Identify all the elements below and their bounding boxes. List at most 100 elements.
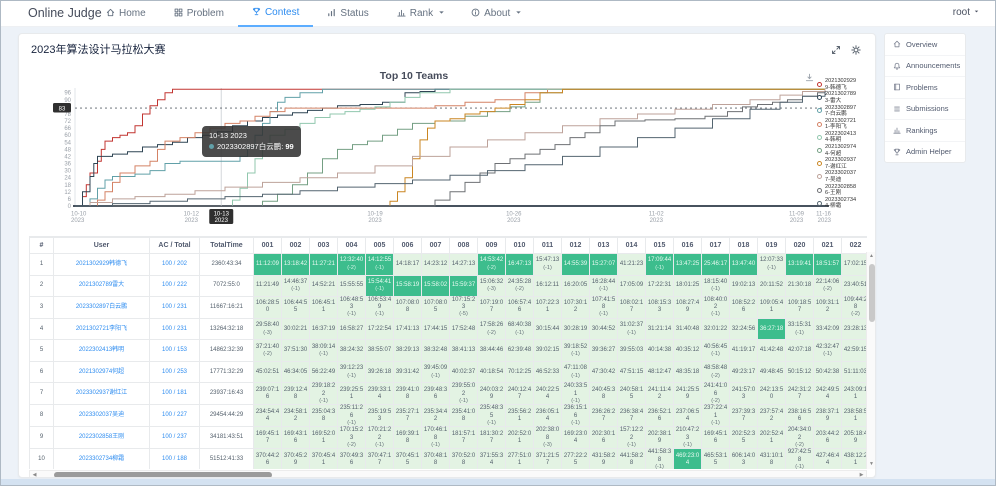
problem-result-cell[interactable]: 68:40:38 (-1)	[505, 317, 534, 341]
problem-result-cell[interactable]: 18:15:40 (-1)	[701, 274, 730, 297]
problem-header-006[interactable]: 006	[393, 237, 422, 254]
problem-result-cell[interactable]: 106:57:46	[505, 296, 534, 319]
problem-result-cell[interactable]: 107:41:58 (-1)	[589, 296, 618, 319]
problem-result-cell[interactable]: 32:01:22	[701, 317, 730, 341]
problem-result-cell[interactable]: 17:05:09	[617, 274, 646, 297]
problem-result-cell[interactable]: 38:09:14 (-1)	[309, 339, 338, 362]
nav-item-contest[interactable]: Contest	[237, 0, 314, 27]
problem-result-cell[interactable]: 48:35:18	[673, 360, 702, 384]
problem-result-cell[interactable]: 370:47:17	[365, 448, 394, 469]
problem-result-cell[interactable]: 15:59:37	[449, 274, 478, 297]
rank-trend-chart[interactable]: 0 6 12 18 24 30 36 42 48 54 60 66 72 78 90 96 83 10-10 202…	[45, 80, 837, 230]
ac-total-cell[interactable]: 100 / 188	[149, 448, 200, 469]
user-link[interactable]: 2021302974何超	[78, 368, 125, 375]
problem-result-cell[interactable]: 20:11:52	[757, 274, 786, 297]
problem-result-cell[interactable]: 30:44:52	[589, 317, 618, 341]
ac-total-cell[interactable]: 100 / 237	[149, 426, 200, 450]
ac-total-cell[interactable]: 100 / 222	[149, 274, 200, 297]
problem-result-cell[interactable]: 40:56:45 (-1)	[701, 339, 730, 362]
problem-result-cell[interactable]: 170:21:22 (-1)	[365, 426, 394, 450]
problem-result-cell[interactable]: 427:46:44	[813, 448, 842, 469]
problem-result-cell[interactable]: 181:57:17	[449, 426, 478, 450]
problem-result-cell[interactable]: 169:43:16	[281, 426, 310, 450]
user-link[interactable]: 2021302929韩德飞	[75, 260, 128, 267]
scroll-down-icon[interactable]: ▼	[869, 461, 874, 467]
problem-header-015[interactable]: 015	[645, 237, 674, 254]
problem-result-cell[interactable]: 235:04:38	[309, 404, 338, 428]
ac-total-cell[interactable]: 100 / 181	[149, 382, 200, 406]
problem-result-cell[interactable]: 17:02:15	[841, 253, 867, 276]
problem-result-cell[interactable]: 47:51:15	[617, 360, 646, 384]
problem-result-cell[interactable]: 202:52:35	[729, 426, 758, 450]
problem-result-cell[interactable]: 18:51:57	[813, 253, 842, 276]
problem-result-cell[interactable]: 370:48:18	[421, 448, 450, 469]
problem-result-cell[interactable]: 107:19:07	[477, 296, 506, 319]
problem-result-cell[interactable]: 70:12:25	[505, 360, 534, 384]
problem-result-cell[interactable]: 41:21:23	[617, 253, 646, 276]
problem-result-cell[interactable]: 107:22:31	[533, 296, 562, 319]
problem-result-cell[interactable]: 106:44:55	[281, 296, 310, 319]
problem-result-cell[interactable]: 469:23:04	[673, 448, 702, 469]
problem-result-cell[interactable]: 42:59:15	[841, 339, 867, 362]
problem-result-cell[interactable]: 13:47:40	[729, 253, 758, 276]
problem-result-cell[interactable]: 16:58:27	[337, 317, 366, 341]
problem-result-cell[interactable]: 239:41:08	[393, 382, 422, 406]
problem-result-cell[interactable]: 241:11:42	[645, 382, 674, 406]
problem-result-cell[interactable]: 38:55:07	[365, 339, 394, 362]
problem-result-cell[interactable]: 19:02:13	[729, 274, 758, 297]
problem-result-cell[interactable]: 49:23:17	[729, 360, 758, 384]
nav-item-problem[interactable]: Problem	[160, 0, 238, 27]
nav-item-about[interactable]: About	[457, 0, 534, 27]
user-link[interactable]: 2021302789雷大	[78, 282, 125, 289]
nav-item-home[interactable]: Home	[92, 0, 160, 27]
problem-header-017[interactable]: 017	[701, 237, 730, 254]
problem-result-cell[interactable]: 14:23:12	[421, 253, 450, 276]
problem-result-cell[interactable]: 42:32:47 (-1)	[813, 339, 842, 362]
problem-result-cell[interactable]: 371:55:34	[477, 448, 506, 469]
problem-result-cell[interactable]: 47:30:42	[589, 360, 618, 384]
problem-result-cell[interactable]: 23:40:51	[841, 274, 867, 297]
problem-result-cell[interactable]: 241:25:59	[673, 382, 702, 406]
problem-result-cell[interactable]: 242:31:27	[785, 382, 814, 406]
problem-result-cell[interactable]: 170:46:18 (-1)	[421, 426, 450, 450]
problem-result-cell[interactable]: 15:55:55	[337, 274, 366, 297]
problem-result-cell[interactable]: 36:27:18	[757, 317, 786, 341]
problem-header-016[interactable]: 016	[673, 237, 702, 254]
problem-result-cell[interactable]: 30:02:21	[281, 317, 310, 341]
problem-result-cell[interactable]: 41:19:17	[729, 339, 758, 362]
problem-result-cell[interactable]: 239:48:36	[421, 382, 450, 406]
problem-header-008[interactable]: 008	[449, 237, 478, 254]
problem-result-cell[interactable]: 48:12:47	[645, 360, 674, 384]
problem-result-cell[interactable]: 31:21:14	[645, 317, 674, 341]
gear-icon[interactable]	[851, 42, 861, 60]
problem-result-cell[interactable]: 11:27:21	[309, 253, 338, 276]
problem-result-cell[interactable]: 170:15:23 (-2)	[337, 426, 366, 450]
legend-item-2022302858[interactable]: 2022302858 6-王刚	[817, 184, 875, 197]
problem-result-cell[interactable]: 239:33:14	[365, 382, 394, 406]
problem-result-cell[interactable]: 16:28:44 (-1)	[589, 274, 618, 297]
problem-result-cell[interactable]: 371:21:57	[533, 448, 562, 469]
problem-result-cell[interactable]: 107:08:05	[421, 296, 450, 319]
problem-header-022[interactable]: 022	[841, 237, 867, 254]
vertical-scrollbar[interactable]: ▲ ▼	[866, 252, 875, 469]
legend-item-2023302937[interactable]: 2023302937 7-谢红江	[817, 157, 875, 170]
ac-total-cell[interactable]: 100 / 253	[149, 360, 200, 384]
problem-result-cell[interactable]: 45:02:51	[253, 360, 282, 384]
problem-result-cell[interactable]: 39:31:42	[393, 360, 422, 384]
problem-result-cell[interactable]: 38:44:46	[477, 339, 506, 362]
problem-result-cell[interactable]: 39:36:27	[589, 339, 618, 362]
problem-result-cell[interactable]: 204:34:02 (-2)	[785, 426, 814, 450]
problem-result-cell[interactable]: 240:12:47	[505, 382, 534, 406]
problem-result-cell[interactable]: 106:48:53 (-1)	[337, 296, 366, 319]
problem-result-cell[interactable]: 202:52:41	[757, 426, 786, 450]
problem-result-cell[interactable]: 37:21:40 (-2)	[253, 339, 282, 362]
scroll-up-icon[interactable]: ▲	[869, 253, 874, 259]
problem-result-cell[interactable]: 17:41:13	[393, 317, 422, 341]
ac-total-cell[interactable]: 100 / 202	[149, 253, 200, 276]
problem-result-cell[interactable]: 50:42:38	[813, 360, 842, 384]
problem-result-cell[interactable]: 107:08:08	[393, 296, 422, 319]
problem-result-cell[interactable]: 16:37:19	[309, 317, 338, 341]
problem-result-cell[interactable]: 169:45:17	[253, 426, 282, 450]
problem-result-cell[interactable]: 12:07:33 (-1)	[757, 253, 786, 276]
problem-result-cell[interactable]: 169:52:01	[309, 426, 338, 450]
